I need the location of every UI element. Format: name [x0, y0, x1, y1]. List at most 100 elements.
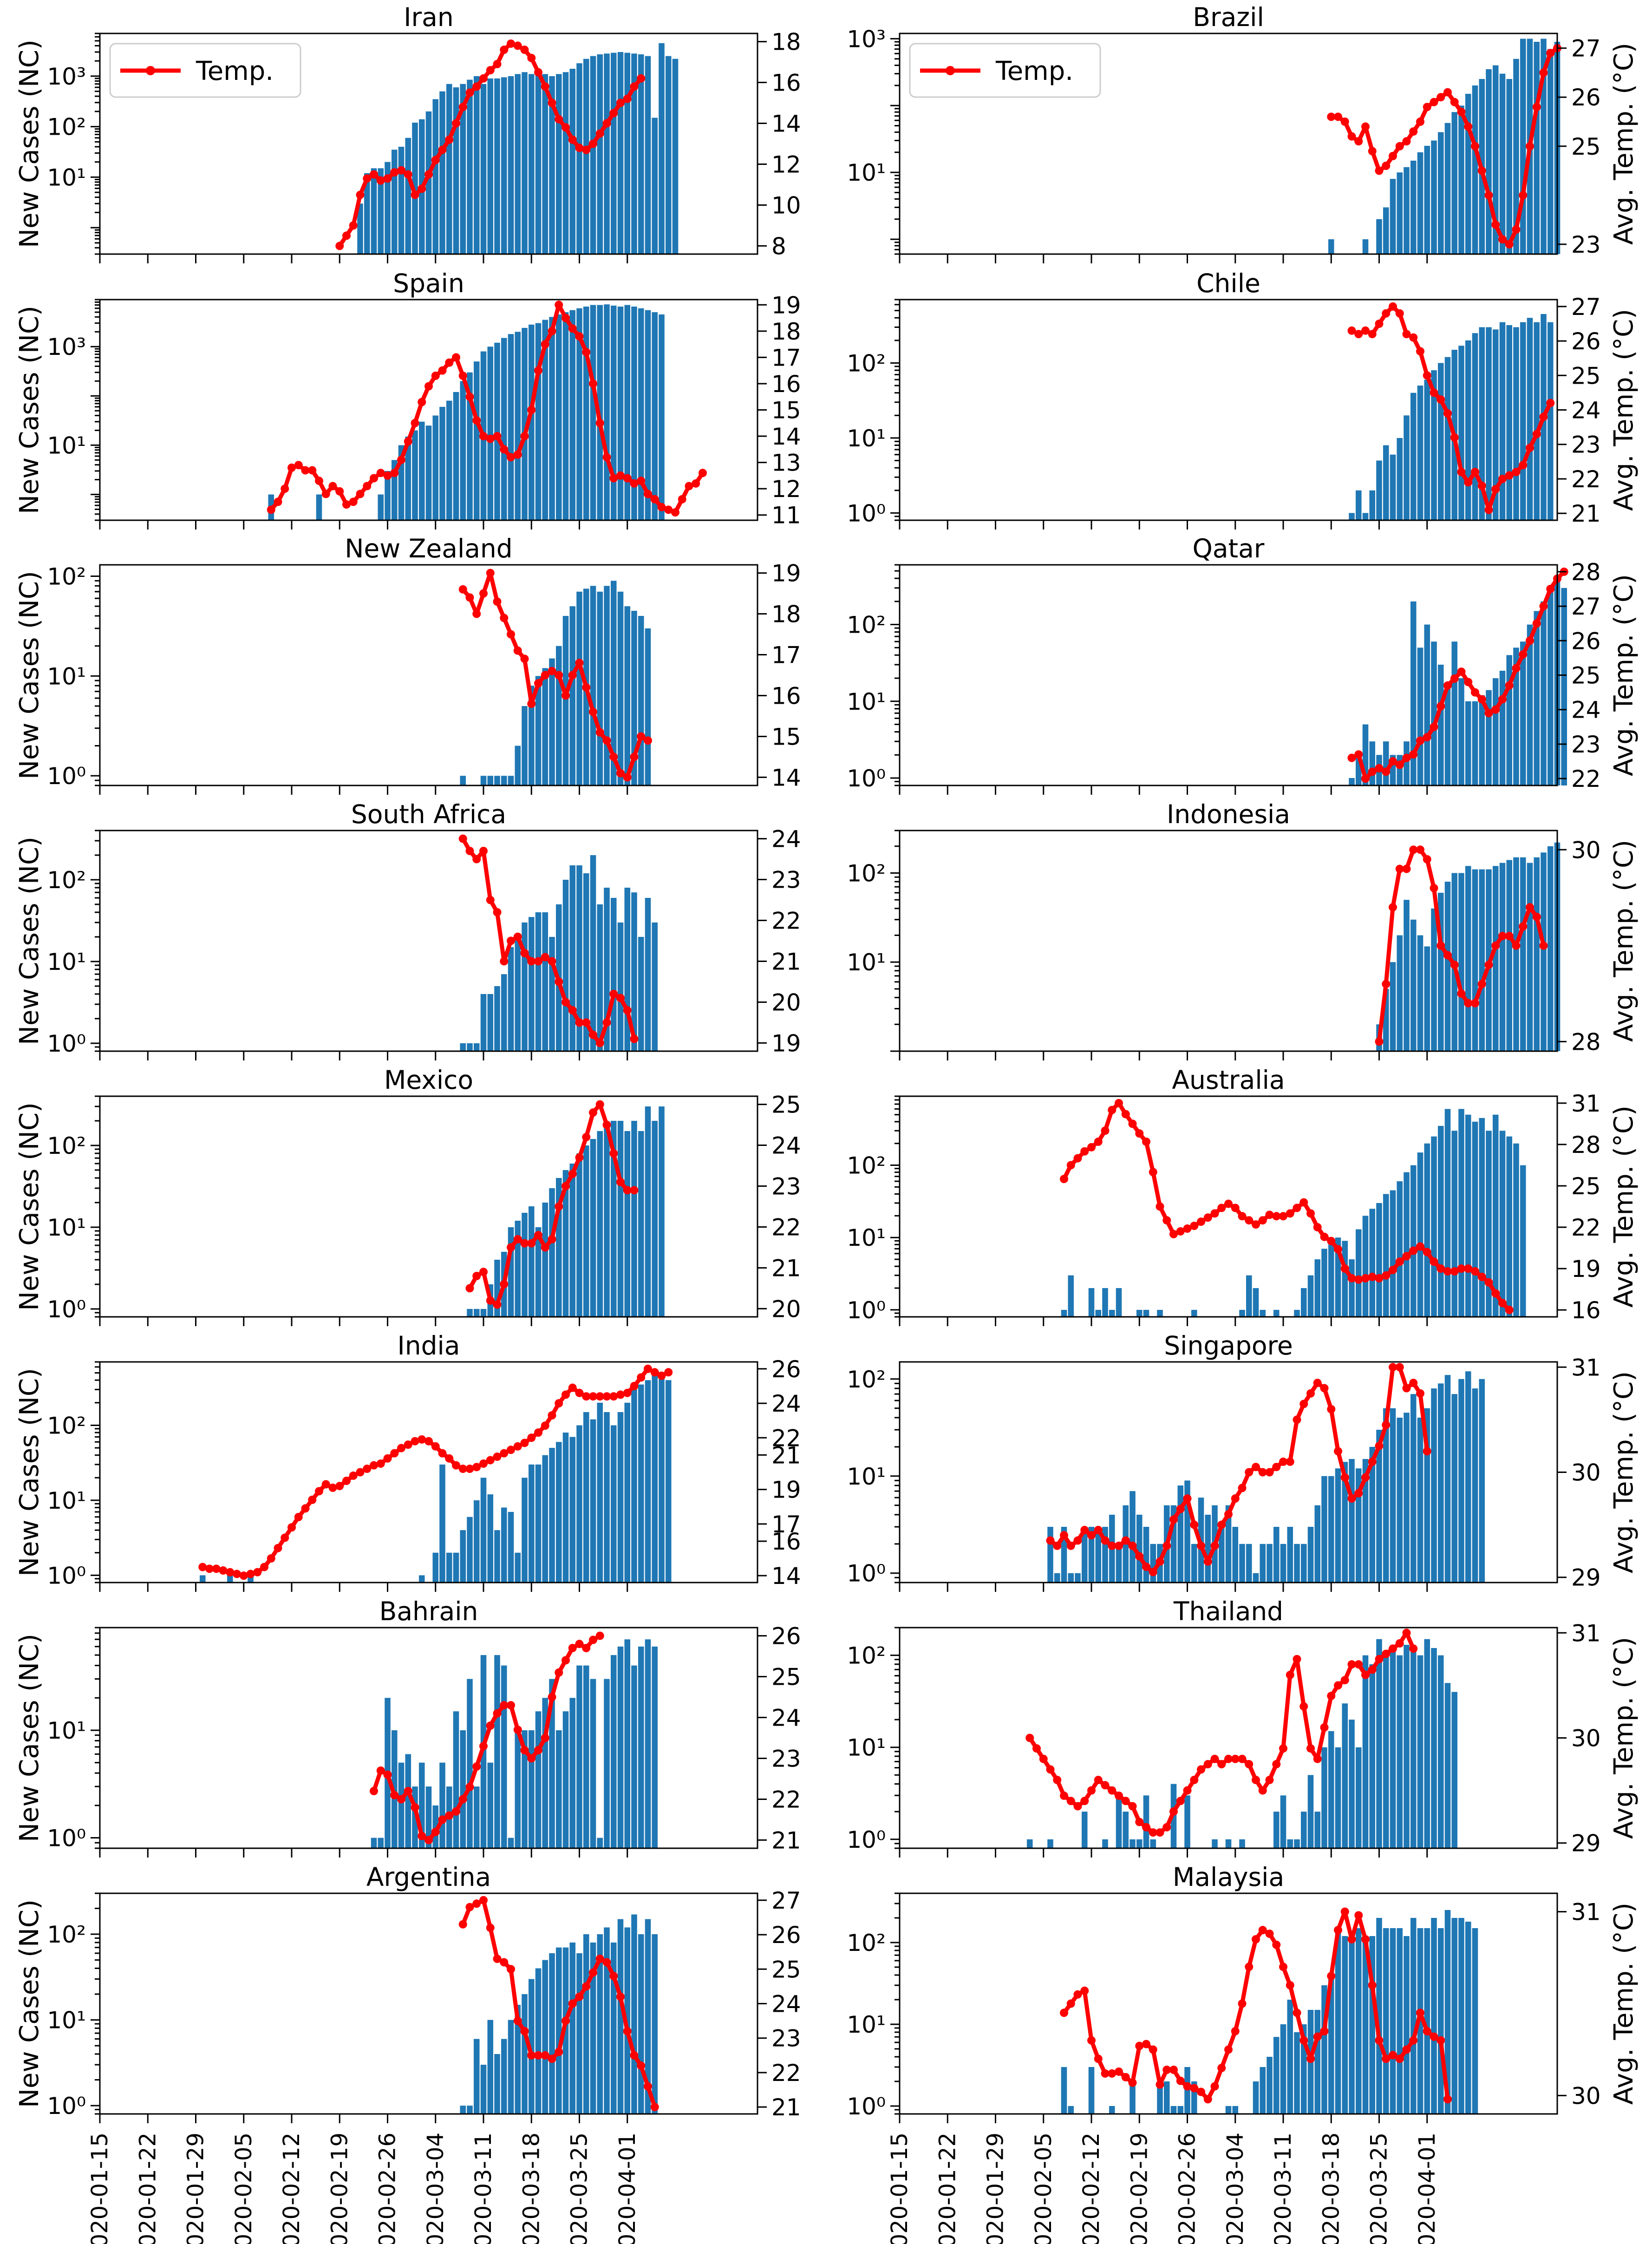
panel-title: Bahrain — [379, 1596, 478, 1626]
temperature-point — [1046, 1536, 1055, 1545]
temp-tick-label: 22 — [771, 1425, 801, 1452]
y-tick-label: 10² — [47, 1921, 86, 1948]
bar — [1417, 1417, 1423, 1583]
bar — [1431, 370, 1437, 520]
bar — [371, 1838, 377, 1848]
temperature-point — [390, 168, 399, 177]
temperature-point — [1340, 1676, 1349, 1685]
temperature-point — [1101, 2069, 1110, 2078]
bar — [1472, 1388, 1478, 1583]
temperature-point — [472, 609, 481, 618]
temp-tick-label: 28 — [1571, 1132, 1601, 1158]
bar — [515, 1552, 521, 1583]
temperature-point — [1169, 1807, 1178, 1816]
temperature-point — [424, 382, 433, 391]
bar — [597, 904, 603, 1051]
bar — [1465, 340, 1471, 520]
bar — [617, 306, 624, 520]
bar — [1397, 1655, 1403, 1848]
bar — [1486, 327, 1492, 520]
temperature-point — [1457, 468, 1466, 477]
temp-tick-label: 21 — [771, 1255, 801, 1282]
temperature-point — [1094, 1525, 1103, 1534]
temperature-point — [1368, 147, 1377, 156]
bar — [1410, 1651, 1417, 1848]
bar — [645, 1380, 651, 1583]
bar — [624, 606, 631, 785]
temperature-point — [1156, 1202, 1164, 1211]
bar — [1444, 1375, 1451, 1583]
bar — [1253, 1573, 1259, 1583]
temperature-point — [1272, 1463, 1281, 1472]
temperature-point — [609, 1149, 618, 1158]
temperature-point — [486, 1456, 495, 1465]
temperature-point — [657, 1371, 666, 1380]
bar — [522, 327, 528, 520]
bar — [1472, 701, 1478, 785]
bar — [432, 1552, 439, 1583]
temperature-point — [562, 123, 570, 132]
bar — [494, 1530, 500, 1583]
temperature-point — [1505, 1306, 1514, 1315]
temperature-point — [356, 1468, 365, 1477]
bar — [487, 1762, 494, 1848]
bar — [487, 2020, 494, 2114]
bar — [515, 1221, 521, 1317]
temperature-point — [1423, 1248, 1431, 1256]
bar — [645, 1106, 651, 1317]
temp-tick-label: 20 — [771, 989, 801, 1016]
temperature-point — [1437, 93, 1445, 102]
temperature-point — [1477, 980, 1486, 988]
y-tick-label: 10³ — [47, 334, 86, 360]
bar — [1068, 1573, 1074, 1583]
temperature-point — [602, 736, 611, 745]
temperature-point — [1464, 999, 1473, 1008]
temp-tick-label: 23 — [1571, 432, 1601, 458]
temperature-point — [548, 1693, 556, 1701]
bar — [1342, 1241, 1348, 1317]
temperature-point — [1313, 1754, 1322, 1763]
y-tick-label: 10¹ — [847, 688, 886, 715]
temperature-point — [1395, 1639, 1404, 1648]
temperature-point — [438, 1815, 447, 1824]
bar — [1513, 59, 1519, 254]
temperature-point — [500, 1280, 509, 1289]
temperature-point — [1135, 2041, 1144, 2050]
bar — [1273, 2037, 1280, 2114]
temperature-point — [1347, 326, 1356, 335]
legend-label: Temp. — [196, 56, 274, 86]
temperature-point — [1389, 302, 1397, 311]
temperature-point — [1477, 1272, 1486, 1281]
bar — [583, 1412, 589, 1583]
temperature-point — [438, 145, 447, 154]
bar — [1472, 869, 1478, 1051]
y-tick-label: 10² — [847, 350, 886, 377]
y-tick-label: 10² — [47, 867, 86, 894]
temperature-point — [1512, 941, 1521, 950]
temperature-point — [1313, 1379, 1322, 1387]
y-tick-label: 10³ — [847, 26, 886, 52]
temperature-point — [1389, 757, 1397, 766]
temperature-point — [637, 2061, 646, 2070]
y-axis-label: New Cases (NC) — [14, 306, 45, 514]
bar — [1458, 1109, 1464, 1317]
panel-australia: Australia 10⁰ 10¹ 10² 16 19 22 25 28 31 Avg. Temp.… — [847, 1065, 1639, 1326]
bar — [1465, 866, 1471, 1051]
temperature-point — [1299, 1198, 1308, 1207]
bar — [494, 342, 500, 520]
bar — [316, 494, 322, 520]
temperature-point — [431, 1827, 440, 1836]
legend-marker — [946, 66, 955, 75]
temperature-point — [383, 1770, 392, 1779]
temperature-point — [335, 1482, 344, 1491]
bar — [590, 1942, 596, 2114]
temperature-point — [1169, 2066, 1178, 2074]
temp-tick-label: 24 — [771, 826, 801, 853]
temperature-point — [424, 1437, 433, 1446]
temperature-point — [1395, 1257, 1404, 1266]
temp-tick-label: 14 — [771, 111, 801, 137]
temp-tick-label: 31 — [1571, 1090, 1601, 1117]
temperature-point — [562, 998, 570, 1007]
temperature-point — [548, 1411, 556, 1420]
temperature-point — [1491, 1289, 1500, 1298]
